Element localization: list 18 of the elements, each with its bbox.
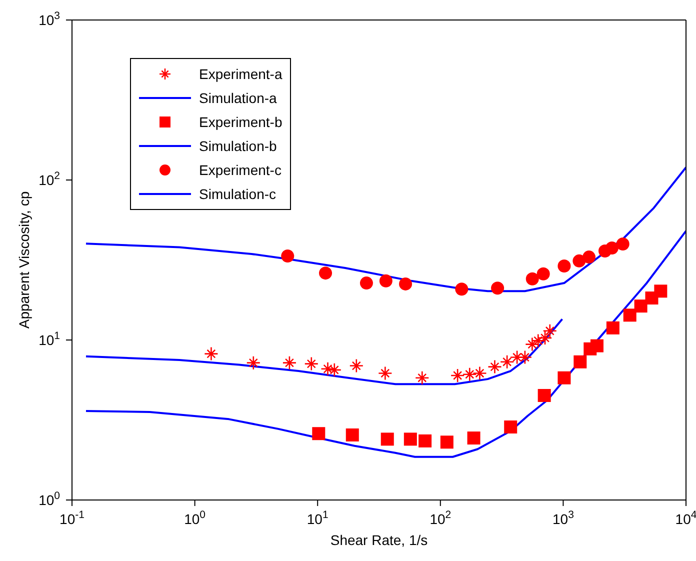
legend-label: Simulation-a — [199, 90, 277, 106]
y-tick-label: 10$^{3}$ — [38, 10, 60, 28]
x-tick-label: 10$^{2}$ — [430, 509, 452, 527]
legend-label: Experiment-a — [199, 66, 282, 82]
x-tick-label: 10$^{-1}$ — [60, 509, 85, 527]
y-axis-title: Apparent Viscosity, cp — [16, 191, 32, 329]
legend-label: Experiment-b — [199, 114, 282, 130]
y-tick-label: 10$^{1}$ — [38, 330, 60, 348]
x-tick-label: 10$^{4}$ — [675, 509, 696, 527]
y-tick-label: 10$^{0}$ — [38, 490, 60, 508]
legend-label: Simulation-b — [199, 138, 277, 154]
legend-label: Experiment-c — [199, 162, 282, 178]
x-tick-label: 10$^{3}$ — [552, 509, 574, 527]
x-axis-title: Shear Rate, 1/s — [330, 532, 428, 548]
legend-label: Simulation-c — [199, 186, 276, 202]
y-tick-label: 10$^{2}$ — [38, 170, 60, 188]
x-tick-label: 10$^{1}$ — [306, 509, 328, 527]
x-tick-label: 10$^{0}$ — [184, 509, 206, 527]
